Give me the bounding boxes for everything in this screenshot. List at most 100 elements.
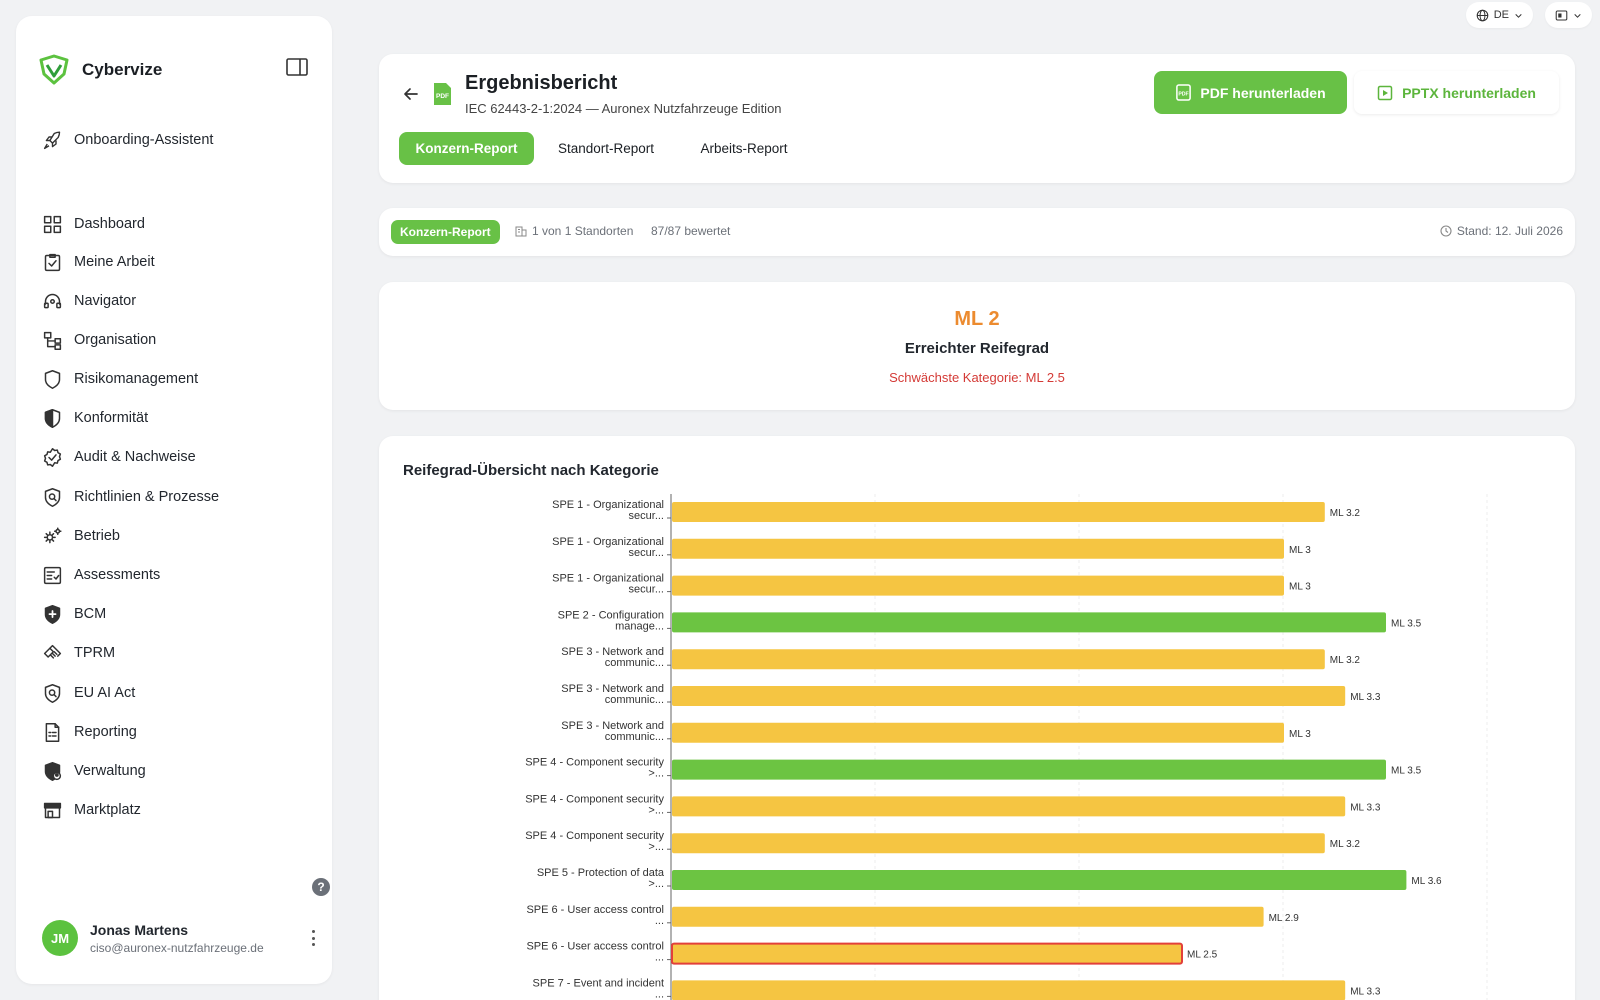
headset-icon xyxy=(43,293,62,308)
bar-value-label: ML 3.5 xyxy=(1391,618,1422,629)
bar[interactable] xyxy=(672,870,1407,890)
sidebar-item-label: Navigator xyxy=(74,293,137,309)
sidebar-item-dashboard[interactable]: Dashboard xyxy=(42,212,145,236)
user-email: ciso@auronex-nutzfahrzeuge.de xyxy=(90,940,264,955)
back-arrow-icon[interactable] xyxy=(401,84,421,104)
presentation-icon xyxy=(1377,85,1393,100)
sidebar-item-bcm[interactable]: BCM xyxy=(42,602,106,626)
shield-outline-icon xyxy=(44,369,61,389)
sidebar-item-marktplatz[interactable]: Marktplatz xyxy=(42,798,141,822)
bar-value-label: ML 2.9 xyxy=(1269,913,1300,924)
sidebar-item-audit-nachweise[interactable]: Audit & Nachweise xyxy=(42,445,196,469)
weakest-category: Schwächste Kategorie: ML 2.5 xyxy=(889,370,1065,385)
sidebar-item-onboarding[interactable]: Onboarding-Assistent xyxy=(42,128,213,152)
clipboard-check-icon xyxy=(44,253,61,271)
sidebar-item-label: Reporting xyxy=(74,724,137,740)
category-label: SPE 1 - Organizational secur... xyxy=(552,573,664,596)
sidebar-item-label: Verwaltung xyxy=(74,763,146,779)
report-icon xyxy=(45,722,60,742)
user-name: Jonas Martens xyxy=(90,921,189,938)
language-label: DE xyxy=(1493,9,1509,21)
handshake-icon xyxy=(43,644,62,659)
tab-standort-report[interactable]: Standort-Report xyxy=(539,132,673,165)
shield-search-icon xyxy=(44,683,61,703)
bar-value-label: ML 3.3 xyxy=(1350,986,1381,997)
cybervize-logo-icon xyxy=(39,54,69,85)
bar[interactable] xyxy=(672,722,1284,743)
bar[interactable] xyxy=(672,980,1346,1000)
bar[interactable] xyxy=(672,612,1386,633)
chart-title: Reifegrad-Übersicht nach Kategorie xyxy=(403,462,659,479)
sidebar-item-label: Risikomanagement xyxy=(74,371,199,387)
tab-konzern-report[interactable]: Konzern-Report xyxy=(399,132,534,165)
category-label: SPE 3 - Network and communic... xyxy=(561,646,664,669)
checklist-icon xyxy=(43,566,62,584)
sidebar-item-tprm[interactable]: TPRM xyxy=(42,641,115,665)
sidebar-item-richtlinien-prozesse[interactable]: Richtlinien & Prozesse xyxy=(42,485,219,509)
sidebar-item-label: Marktplatz xyxy=(74,802,141,818)
bar[interactable] xyxy=(672,686,1346,706)
category-label: SPE 5 - Protection of data >... xyxy=(537,867,665,890)
help-icon[interactable]: ? xyxy=(312,878,330,896)
bar-value-label: ML 2.5 xyxy=(1187,950,1218,961)
badge-check-icon xyxy=(43,447,62,467)
bar[interactable] xyxy=(672,649,1325,670)
report-date: Stand: 12. Juli 2026 xyxy=(1440,224,1563,238)
avatar: JM xyxy=(42,920,78,956)
bar[interactable] xyxy=(672,575,1284,596)
sidebar-item-assessments[interactable]: Assessments xyxy=(42,563,160,587)
pdf-download-label: PDF herunterladen xyxy=(1200,84,1326,101)
locations-info: 1 von 1 Standorten xyxy=(515,224,633,238)
bar-value-label: ML 3.6 xyxy=(1411,876,1442,887)
grid-icon xyxy=(43,215,62,233)
bar[interactable] xyxy=(672,796,1346,817)
category-label: SPE 4 - Component security >... xyxy=(525,793,664,816)
bar-value-label: ML 3.2 xyxy=(1330,655,1361,666)
sidebar-item-betrieb[interactable]: Betrieb xyxy=(42,524,120,548)
bar[interactable] xyxy=(672,906,1264,927)
bar-value-label: ML 3.2 xyxy=(1330,839,1361,850)
user-menu-kebab-icon[interactable] xyxy=(310,930,316,946)
sidebar-item-verwaltung[interactable]: Verwaltung xyxy=(42,759,146,783)
org-chart-icon xyxy=(43,331,62,350)
category-label: SPE 2 - Configuration manage... xyxy=(558,609,664,632)
bar[interactable] xyxy=(672,759,1386,780)
category-label: SPE 4 - Component security >... xyxy=(525,757,664,780)
bar[interactable] xyxy=(672,502,1325,522)
sidebar-item-label: Betrieb xyxy=(74,528,120,544)
sidebar-item-organisation[interactable]: Organisation xyxy=(42,328,156,352)
language-switcher[interactable]: DE xyxy=(1465,2,1533,28)
sidebar-item-konformität[interactable]: Konformität xyxy=(42,406,148,430)
bar[interactable] xyxy=(672,538,1284,559)
sidebar: Cybervize Onboarding-Assistent Dashboard… xyxy=(16,16,332,984)
bar[interactable] xyxy=(671,942,1183,965)
report-status-bar: Konzern-Report 1 von 1 Standorten 87/87 … xyxy=(379,208,1575,256)
user-profile[interactable]: JM Jonas Martens ciso@auronex-nutzfahrze… xyxy=(42,920,264,956)
maturity-summary: ML 2 Erreichter Reifegrad Schwächste Kat… xyxy=(379,282,1575,410)
bar-value-label: ML 3.3 xyxy=(1350,802,1381,813)
bar-value-label: ML 3 xyxy=(1289,545,1311,556)
pdf-download-button[interactable]: PDF PDF herunterladen xyxy=(1154,71,1347,114)
locations-text: 1 von 1 Standorten xyxy=(532,224,634,238)
sidebar-item-label: Audit & Nachweise xyxy=(74,449,196,465)
sidebar-collapse-icon[interactable] xyxy=(286,58,308,76)
tab-arbeits-report[interactable]: Arbeits-Report xyxy=(679,132,809,165)
top-controls: DE xyxy=(1465,2,1592,28)
pdf-file-icon: PDF xyxy=(434,83,451,105)
bar-value-label: ML 3 xyxy=(1289,582,1311,593)
sidebar-item-navigator[interactable]: Navigator xyxy=(42,289,136,313)
view-switcher[interactable] xyxy=(1545,2,1592,28)
brand[interactable]: Cybervize xyxy=(38,54,162,86)
svg-text:PDF: PDF xyxy=(1179,91,1189,97)
report-date-text: Stand: 12. Juli 2026 xyxy=(1456,224,1563,238)
sidebar-item-meine-arbeit[interactable]: Meine Arbeit xyxy=(42,250,155,274)
sidebar-item-reporting[interactable]: Reporting xyxy=(42,720,137,744)
bar[interactable] xyxy=(672,833,1325,854)
category-label: SPE 1 - Organizational secur... xyxy=(552,536,664,559)
sidebar-item-eu-ai-act[interactable]: EU AI Act xyxy=(42,681,135,705)
pptx-download-label: PPTX herunterladen xyxy=(1402,84,1536,101)
sidebar-item-risikomanagement[interactable]: Risikomanagement xyxy=(42,367,198,391)
window-icon xyxy=(1555,10,1568,20)
gears-icon xyxy=(43,526,62,543)
pptx-download-button[interactable]: PPTX herunterladen xyxy=(1354,71,1559,114)
